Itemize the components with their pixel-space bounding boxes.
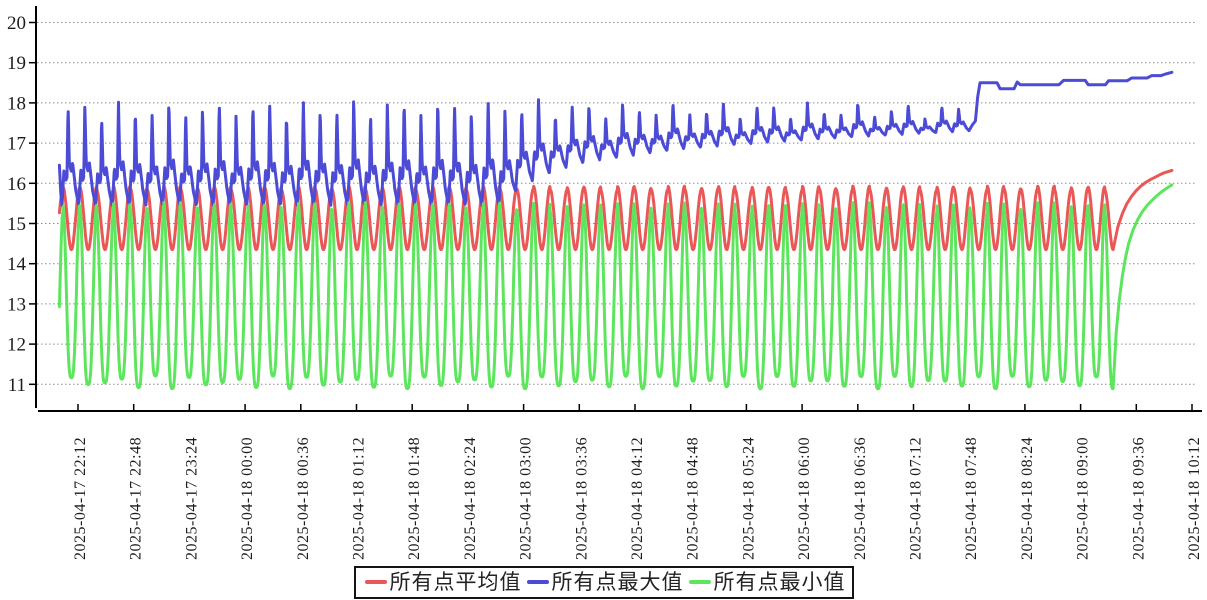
x-tick-label-3: 2025-04-18 00:00 (239, 437, 256, 560)
x-tick-label-2: 2025-04-17 23:24 (183, 437, 200, 560)
x-tick-label-1: 2025-04-17 22:48 (128, 437, 145, 560)
series-line-average (57, 168, 1174, 252)
y-tick-label-15: 15 (7, 214, 26, 235)
x-tick-label-19: 2025-04-18 09:36 (1130, 437, 1147, 560)
x-tick-label-16: 2025-04-18 07:48 (963, 437, 980, 560)
series-line-max (57, 70, 1174, 207)
x-tick-label-11: 2025-04-18 04:48 (685, 437, 702, 560)
legend-swatch-average (364, 580, 387, 584)
y-tick-label-16: 16 (7, 174, 26, 195)
x-tick-label-12: 2025-04-18 05:24 (740, 437, 757, 560)
x-tick-label-13: 2025-04-18 06:00 (796, 437, 813, 560)
x-tick-label-4: 2025-04-18 00:36 (295, 437, 312, 560)
y-tick-label-20: 20 (7, 13, 26, 34)
legend-label-min: 所有点最小值 (713, 570, 846, 594)
x-tick-label-5: 2025-04-18 01:12 (351, 437, 368, 560)
x-tick-label-10: 2025-04-18 04:12 (629, 437, 646, 560)
legend-label-max: 所有点最大值 (551, 570, 684, 594)
legend-swatch-max (526, 580, 549, 584)
x-tick-label-7: 2025-04-18 02:24 (462, 437, 479, 560)
legend-swatch-min (688, 580, 711, 584)
x-tick-label-17: 2025-04-18 08:24 (1019, 437, 1036, 560)
x-tick-label-18: 2025-04-18 09:00 (1075, 437, 1092, 560)
x-tick-label-20: 2025-04-18 10:12 (1186, 437, 1203, 560)
x-tick-label-14: 2025-04-18 06:36 (852, 437, 869, 560)
legend-item-max: 所有点最大值 (522, 569, 684, 595)
x-tick-label-6: 2025-04-18 01:48 (406, 437, 423, 560)
x-tick-label-8: 2025-04-18 03:00 (518, 437, 535, 560)
x-tick-label-9: 2025-04-18 03:36 (573, 437, 590, 560)
y-tick-label-19: 19 (7, 53, 26, 74)
y-tick-label-18: 18 (7, 93, 26, 114)
y-tick-label-12: 12 (7, 335, 26, 356)
series-line-min (57, 183, 1174, 391)
legend-label-average: 所有点平均值 (389, 570, 522, 594)
y-tick-label-17: 17 (7, 134, 26, 155)
legend-item-min: 所有点最小值 (684, 569, 846, 595)
y-tick-label-13: 13 (7, 294, 26, 315)
y-tick-label-14: 14 (7, 254, 27, 275)
x-tick-label-0: 2025-04-17 22:12 (72, 437, 89, 560)
y-tick-label-11: 11 (8, 375, 26, 396)
x-tick-label-15: 2025-04-18 07:12 (908, 437, 925, 560)
legend-item-average: 所有点平均值 (360, 569, 522, 595)
legend: 所有点平均值 所有点最大值 所有点最小值 (353, 566, 854, 599)
